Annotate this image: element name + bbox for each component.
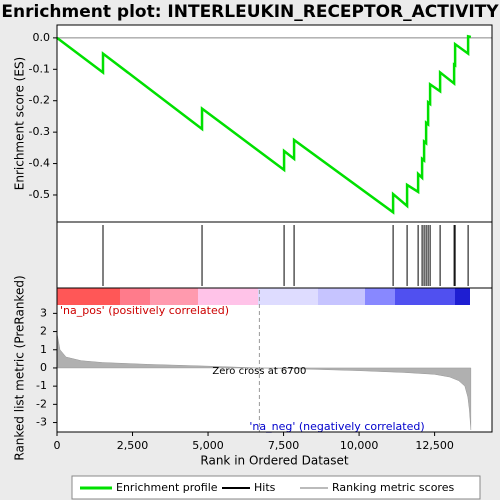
y-tick-label: -0.3 (29, 125, 50, 138)
title: Enrichment plot: INTERLEUKIN_RECEPTOR_AC… (1, 2, 499, 22)
y-tick-label: -1 (36, 379, 47, 392)
colorbar-seg (395, 288, 455, 305)
colorbar-seg (455, 288, 470, 305)
x-tick-label: 2,500 (117, 439, 149, 452)
es-line (56, 34, 472, 215)
annotation: 'na_neg' (negatively correlated) (249, 420, 424, 433)
annotation: 'na_pos' (positively correlated) (60, 304, 229, 317)
legend-label: Enrichment profile (116, 481, 218, 494)
y-axis-label: Enrichment score (ES) (13, 57, 27, 190)
y-tick-label: 2 (40, 325, 47, 338)
annotation: Zero cross at 6700 (212, 366, 306, 377)
colorbar-seg (57, 288, 120, 305)
y-axis-label: Ranked list metric (PreRanked) (13, 275, 27, 460)
colorbar (57, 288, 470, 305)
y-tick-label: -0.2 (29, 94, 50, 107)
x-tick-label: 12,500 (415, 439, 454, 452)
colorbar-seg (198, 288, 258, 305)
y-tick-label: -3 (36, 416, 47, 429)
metric-area (56, 333, 472, 430)
x-tick-label: 7,500 (268, 439, 300, 452)
legend-label: Ranking metric scores (332, 481, 454, 494)
x-tick-label: 0 (54, 439, 61, 452)
x-tick-label: 5,000 (192, 439, 224, 452)
y-tick-label: -0.5 (29, 188, 50, 201)
y-tick-label: -0.1 (29, 62, 50, 75)
x-tick-label: 10,000 (340, 439, 379, 452)
y-tick-label: 3 (40, 306, 47, 319)
colorbar-seg (365, 288, 395, 305)
y-tick-label: 0 (40, 361, 47, 374)
y-tick-label: 0.0 (33, 31, 51, 44)
plot-frame (56, 24, 493, 433)
legend-label: Hits (254, 481, 276, 494)
colorbar-seg (318, 288, 365, 305)
colorbar-seg (150, 288, 198, 305)
x-axis-label: Rank in Ordered Dataset (200, 454, 348, 468)
y-tick-label: -2 (36, 397, 47, 410)
colorbar-seg (258, 288, 318, 305)
colorbar-seg (120, 288, 150, 305)
y-tick-label: 1 (40, 343, 47, 356)
y-tick-label: -0.4 (29, 157, 50, 170)
legend-box (71, 475, 481, 500)
